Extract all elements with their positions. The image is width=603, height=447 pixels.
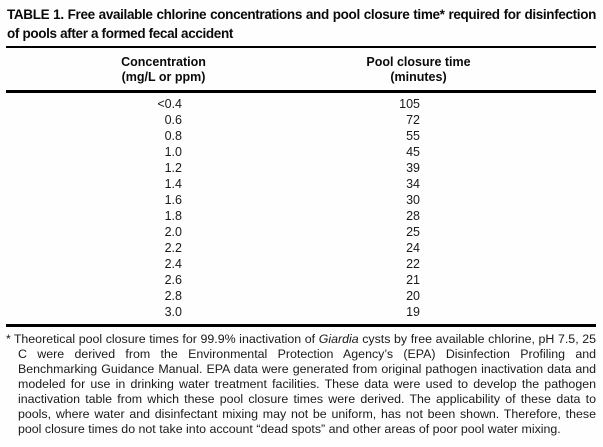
footnote-text-after-italic: cysts by free available chlorine, pH 7.5… [18, 332, 596, 436]
concentration-cell: 2.2 [164, 241, 182, 255]
table-body: <0.4 105 0.6 72 0.8 55 1.0 45 1.2 39 1.4… [6, 93, 596, 324]
table-header-row: Concentration (mg/L or ppm) Pool closure… [6, 48, 596, 90]
concentration-cell: 2.0 [164, 225, 182, 239]
minutes-cell: 39 [406, 161, 420, 175]
column-header-pool-closure-time: Pool closure time (minutes) [321, 55, 516, 85]
minutes-cell: 20 [406, 289, 420, 303]
footnote: * Theoretical pool closure times for 99.9… [6, 332, 596, 437]
concentration-cell: 2.4 [164, 257, 182, 271]
table-row: 3.0 19 [6, 304, 596, 320]
column-header-concentration: Concentration (mg/L or ppm) [6, 55, 321, 85]
minutes-cell: 30 [406, 193, 420, 207]
column-header-concentration-label: Concentration [121, 55, 206, 69]
table-title: TABLE 1. Free available chlorine concent… [7, 7, 596, 41]
table-row: 0.8 55 [6, 128, 596, 144]
table-row: 1.8 28 [6, 208, 596, 224]
footnote-asterisk-marker: * [6, 332, 11, 346]
table-row: 1.2 39 [6, 160, 596, 176]
column-header-pool-closure-time-label: Pool closure time [366, 55, 471, 69]
minutes-cell: 72 [406, 113, 420, 127]
minutes-cell: 22 [406, 257, 420, 271]
concentration-cell: 1.4 [164, 177, 182, 191]
footnote-italic-term: Giardia [318, 332, 359, 346]
concentration-cell: 1.6 [164, 193, 182, 207]
table-row: 2.0 25 [6, 224, 596, 240]
minutes-cell: 45 [406, 145, 420, 159]
minutes-cell: 21 [406, 273, 420, 287]
table-row: 1.0 45 [6, 144, 596, 160]
column-header-pool-closure-time-unit: (minutes) [390, 70, 447, 84]
concentration-cell: 0.6 [164, 113, 182, 127]
minutes-cell: 105 [399, 97, 420, 111]
concentration-cell: 1.0 [164, 145, 182, 159]
minutes-cell: 24 [406, 241, 420, 255]
table-row: <0.4 105 [6, 96, 596, 112]
minutes-cell: 55 [406, 129, 420, 143]
minutes-cell: 25 [406, 225, 420, 239]
header-divider-rule [6, 90, 596, 93]
table-row: 2.6 21 [6, 272, 596, 288]
concentration-cell: 0.8 [164, 129, 182, 143]
concentration-cell: 2.6 [164, 273, 182, 287]
concentration-cell: 2.8 [164, 289, 182, 303]
column-header-concentration-unit: (mg/L or ppm) [121, 70, 206, 84]
table-row: 2.8 20 [6, 288, 596, 304]
concentration-cell: 1.2 [164, 161, 182, 175]
concentration-cell: 1.8 [164, 209, 182, 223]
footnote-text-before-italic: Theoretical pool closure times for 99.9%… [13, 332, 319, 346]
table-row: 2.4 22 [6, 256, 596, 272]
concentration-cell: <0.4 [157, 97, 182, 111]
concentration-cell: 3.0 [164, 305, 182, 319]
table-row: 0.6 72 [6, 112, 596, 128]
table-row: 1.6 30 [6, 192, 596, 208]
table-row: 1.4 34 [6, 176, 596, 192]
table-row: 2.2 24 [6, 240, 596, 256]
title-divider-rule [6, 46, 596, 48]
minutes-cell: 19 [406, 305, 420, 319]
minutes-cell: 28 [406, 209, 420, 223]
body-divider-rule [6, 324, 596, 327]
minutes-cell: 34 [406, 177, 420, 191]
